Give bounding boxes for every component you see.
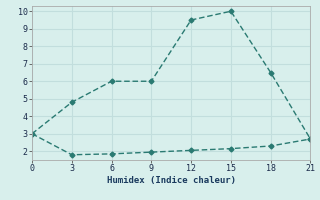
X-axis label: Humidex (Indice chaleur): Humidex (Indice chaleur) <box>107 176 236 185</box>
